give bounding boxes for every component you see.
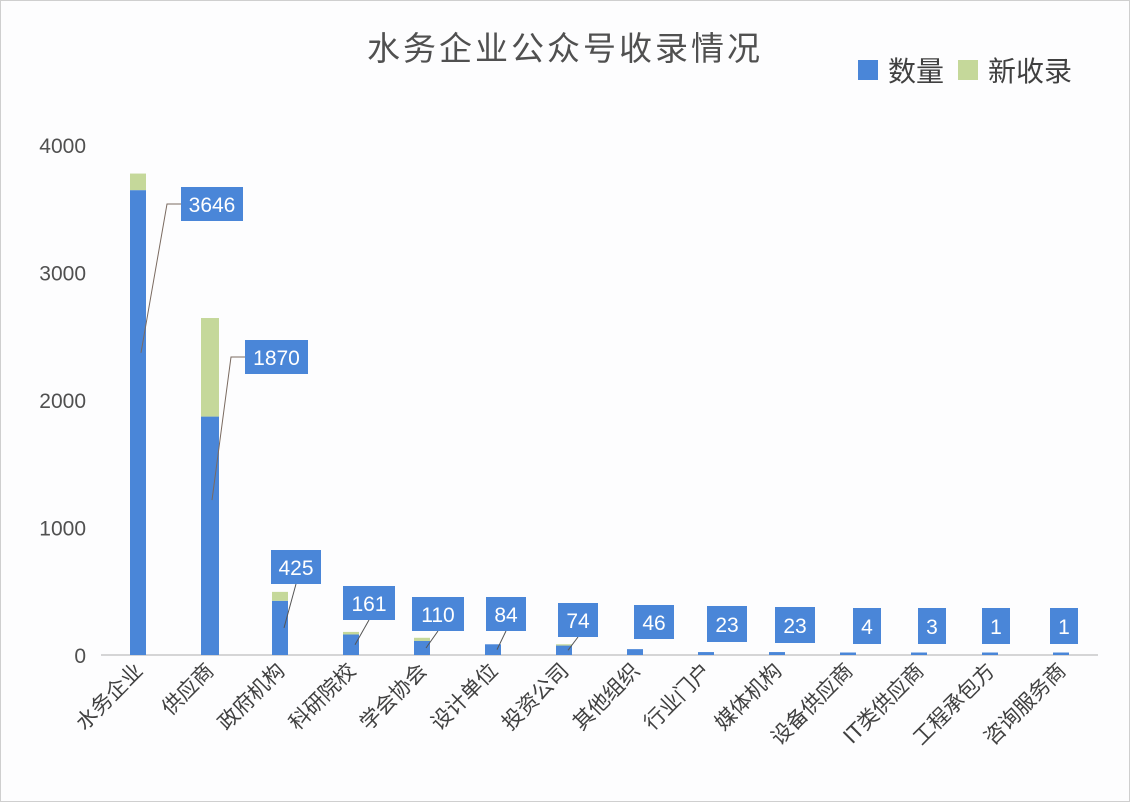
data-label-box (343, 586, 395, 620)
data-label: 425 (278, 557, 313, 580)
data-label-box (412, 597, 464, 631)
x-tick-label: 设计单位 (426, 659, 502, 735)
x-tick-label: 其他组织 (568, 659, 644, 735)
bar-count (911, 652, 927, 655)
data-label-box (1050, 608, 1078, 644)
data-label: 161 (351, 593, 386, 616)
legend: 数量 新收录 (858, 50, 1086, 90)
x-tick-label: 科研院校 (284, 659, 360, 735)
data-label: 1870 (253, 347, 300, 370)
legend-label-new: 新收录 (988, 55, 1073, 88)
x-tick-label: 政府机构 (213, 659, 289, 735)
bar-count (414, 640, 430, 655)
data-label-box (558, 603, 598, 637)
bar-new (414, 637, 430, 641)
data-label: 23 (715, 614, 738, 637)
bar-count (769, 652, 785, 655)
bar-new (272, 591, 288, 601)
data-label: 1 (1058, 616, 1070, 639)
data-label: 23 (783, 615, 806, 638)
y-tick-label: 1000 (39, 518, 86, 541)
data-label-box (775, 607, 815, 643)
bar-count (840, 652, 856, 655)
leader-line (283, 583, 297, 629)
data-label: 4 (861, 616, 873, 639)
data-label-box (486, 597, 526, 631)
data-label-box (634, 605, 674, 639)
x-tick-label: 供应商 (157, 659, 219, 721)
bar-new (130, 173, 146, 191)
data-label: 74 (566, 610, 590, 633)
legend-swatch-new (958, 60, 979, 80)
legend-item-new: 新收录 (958, 50, 1072, 90)
data-label: 84 (494, 604, 518, 627)
legend-swatch-count (858, 60, 878, 80)
data-label-box (245, 340, 308, 374)
data-label-box (853, 608, 881, 644)
data-label: 110 (421, 604, 454, 627)
bar-new (556, 644, 572, 646)
data-label: 46 (642, 612, 665, 635)
leader-line (211, 356, 245, 501)
leader-line (496, 630, 507, 650)
data-label-box (181, 187, 243, 221)
leader-line (567, 636, 579, 651)
bar-count (343, 634, 359, 655)
legend-item-count: 数量 (858, 50, 944, 90)
data-label-box (707, 606, 747, 642)
y-tick-label: 0 (74, 645, 86, 668)
bar-count (1053, 652, 1069, 655)
bar-count (556, 645, 572, 655)
x-tick-label: 水务企业 (71, 659, 147, 735)
bar-count (982, 652, 998, 655)
data-label-box (271, 550, 321, 584)
data-label: 3646 (189, 194, 236, 217)
x-tick-label: 学会协会 (355, 659, 431, 735)
leader-line (354, 619, 370, 645)
bar-new (201, 318, 219, 417)
y-tick-label: 2000 (39, 390, 86, 413)
leader-line (425, 630, 439, 649)
data-label-box (918, 608, 946, 644)
bar-count (485, 644, 501, 655)
y-tick-label: 4000 (39, 135, 86, 158)
bar-count (272, 600, 288, 655)
leader-line (140, 203, 181, 353)
bar-count (627, 649, 643, 655)
chart-title: 水务企业公众号收录情况 (367, 29, 763, 68)
legend-label-count: 数量 (888, 55, 945, 88)
data-label: 1 (990, 616, 1002, 639)
bar-count (130, 190, 146, 655)
data-label-box (982, 608, 1010, 644)
data-label: 3 (926, 616, 938, 639)
bar-count (201, 416, 219, 655)
bar-count (698, 652, 714, 655)
x-tick-label: 行业门户 (639, 659, 715, 735)
x-tick-label: 投资公司 (497, 659, 573, 735)
y-tick-label: 3000 (39, 263, 86, 286)
bar-new (343, 631, 359, 635)
